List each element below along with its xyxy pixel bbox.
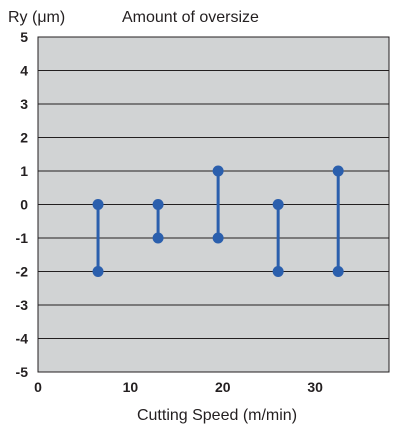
range-low-point (272, 266, 284, 277)
x-tick-label: 20 (215, 379, 231, 395)
y-tick-label: -5 (16, 364, 29, 380)
range-high-point (92, 199, 104, 210)
x-tick-label: 0 (34, 379, 42, 395)
chart-title: Amount of oversize (122, 9, 259, 26)
y-tick-label: 5 (20, 29, 28, 45)
x-axis-title: Cutting Speed (m/min) (137, 407, 297, 424)
y-tick-label: -1 (16, 230, 29, 246)
range-high-point (212, 165, 224, 177)
range-high-point (152, 199, 164, 210)
y-tick-label: 0 (20, 197, 28, 213)
range-low-point (92, 266, 104, 277)
y-tick-label: -3 (16, 297, 29, 313)
range-high-point (272, 199, 284, 210)
y-tick-label: 3 (20, 96, 28, 112)
x-tick-label: 10 (123, 379, 139, 395)
y-axis-title: Ry (μm) (8, 9, 65, 26)
y-tick-label: -4 (16, 331, 29, 347)
range-low-point (332, 266, 344, 277)
range-high-point (332, 165, 344, 177)
y-tick-label: 4 (20, 63, 28, 79)
y-tick-label: -2 (16, 264, 29, 280)
y-tick-label: 2 (20, 130, 28, 146)
range-low-point (152, 232, 164, 244)
y-tick-label: 1 (20, 163, 28, 179)
x-tick-label: 30 (307, 379, 323, 395)
range-low-point (212, 232, 224, 244)
